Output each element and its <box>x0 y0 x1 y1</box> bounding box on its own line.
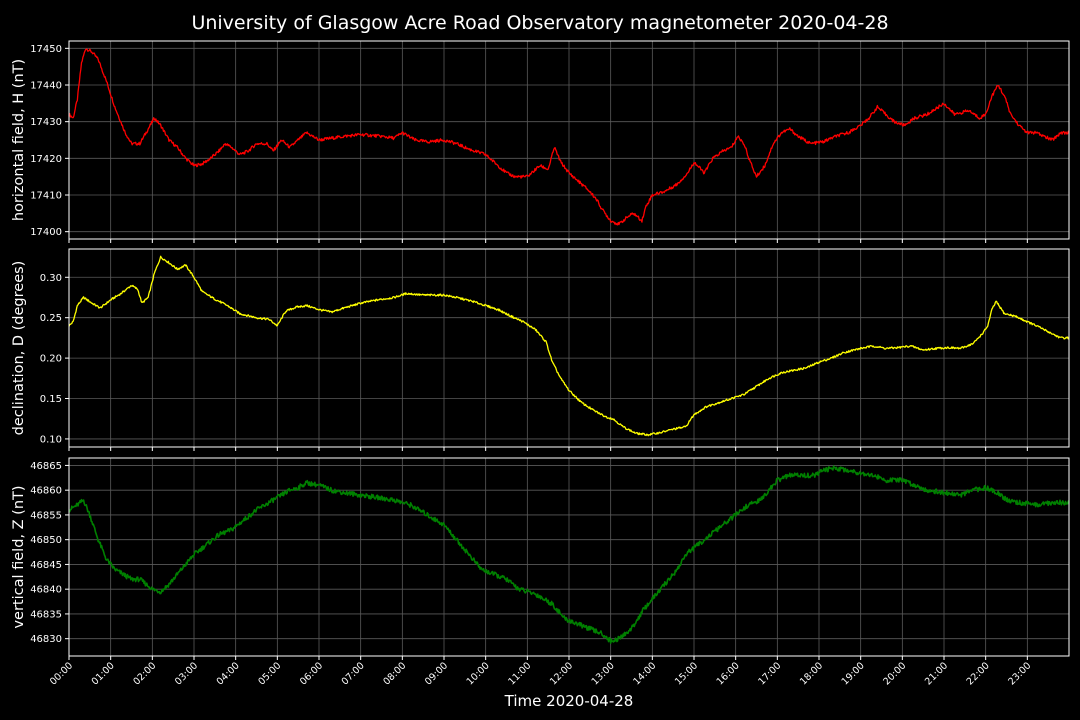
y-axis-label: horizontal field, H (nT) <box>11 59 27 221</box>
y-tick-label: 0.20 <box>40 354 62 365</box>
y-tick-label: 46840 <box>30 585 62 596</box>
x-axis-label: Time 2020-04-28 <box>504 692 634 710</box>
y-tick-label: 17450 <box>30 44 62 55</box>
y-tick-label: 17430 <box>30 117 62 128</box>
panel-h: 17400 17410 17420 17430 17440 17450horizontal… <box>11 40 1070 243</box>
series-line-z <box>68 465 1070 644</box>
panel-d: 0.10 0.15 0.20 0.25 0.30 declination, D (degr… <box>11 248 1070 451</box>
y-axis-label: vertical field, Z (nT) <box>11 485 27 628</box>
y-tick-label: 17440 <box>30 81 62 92</box>
y-axis-label: declination, D (degrees) <box>11 261 27 436</box>
y-tick-label: 46860 <box>30 486 62 497</box>
axes-frame <box>68 457 1070 657</box>
y-tick-label: 17400 <box>30 227 62 238</box>
axes-frame <box>68 40 1070 240</box>
y-tick-label: 0.10 <box>40 434 62 445</box>
series-line-h <box>68 48 1070 226</box>
axes-frame <box>68 248 1070 448</box>
panel-z: 46830 46835 46840 46845 46850 46855 46860 46865… <box>11 457 1070 660</box>
y-tick-label: 46855 <box>30 510 62 521</box>
y-tick-label: 17410 <box>30 191 62 202</box>
y-tick-label: 46845 <box>30 560 62 571</box>
y-tick-label: 17420 <box>30 154 62 165</box>
y-tick-label: 46865 <box>30 461 62 472</box>
y-tick-label: 0.25 <box>40 313 62 324</box>
y-tick-label: 0.15 <box>40 394 62 405</box>
series-line-d <box>68 255 1070 437</box>
y-tick-label: 46850 <box>30 535 62 546</box>
y-tick-label: 46835 <box>30 609 62 620</box>
chart-title: University of Glasgow Acre Road Observat… <box>191 12 888 34</box>
y-tick-label: 0.30 <box>40 273 62 284</box>
y-tick-label: 46830 <box>30 634 62 645</box>
